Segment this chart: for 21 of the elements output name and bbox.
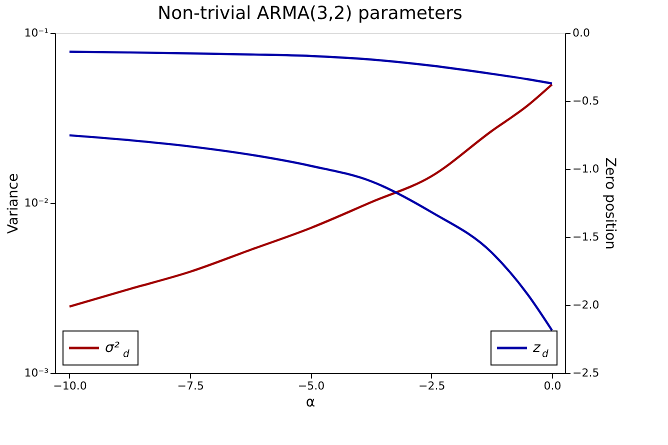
chart-title: Non-trivial ARMA(3,2) parameters [158,3,462,24]
y2-tick-label: −0.5 [572,94,600,108]
x-axis-title: α [306,394,316,410]
line-series [68,134,554,332]
x-tick-label: 0.0 [544,380,562,392]
y2-tick-label: −2.0 [572,298,600,312]
y-axis-title: Variance [5,173,22,234]
y2-tick-label: −1.0 [572,162,600,176]
y-tick-label: 10⁻¹ [24,26,48,40]
line-series [68,50,554,85]
y2-tick-label: −1.5 [572,230,600,244]
y2-axis-title: Zero position [602,157,618,250]
line-series [68,83,554,308]
y-tick-label: 10⁻² [24,196,48,210]
x-tick-label: −2.5 [418,380,446,392]
y2-tick-label: 0.0 [572,26,590,40]
x-tick-label: −10.0 [53,380,87,392]
x-tick-label: −5.0 [298,380,325,392]
y2-tick-label: −2.5 [572,366,600,380]
y-tick-label: 10⁻³ [24,366,48,380]
x-tick-label: −7.5 [177,380,204,392]
